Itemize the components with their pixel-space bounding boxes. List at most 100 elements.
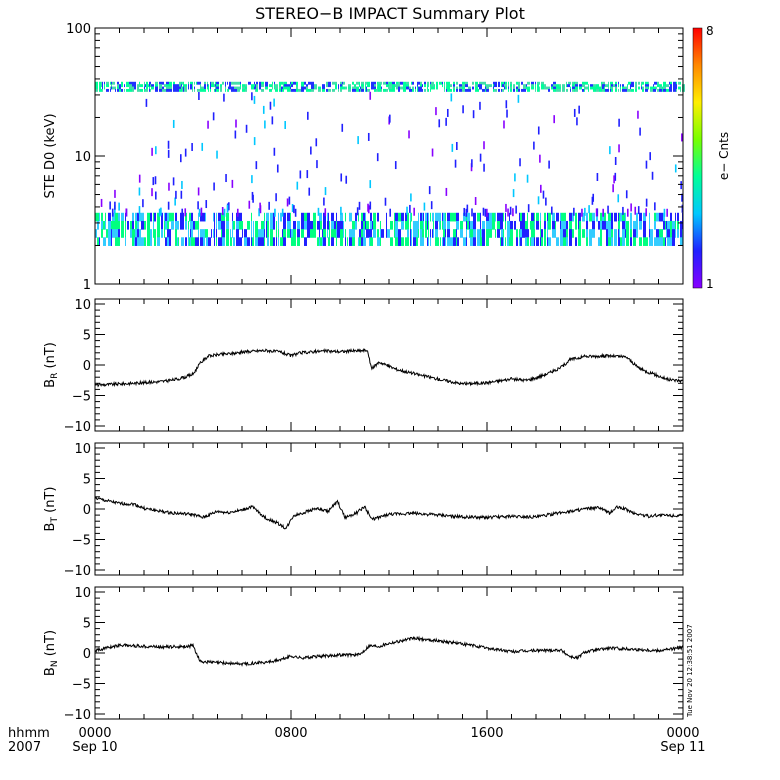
spectrogram-cell bbox=[435, 229, 438, 238]
spectrogram-cell bbox=[611, 212, 613, 222]
spectrogram-cell bbox=[676, 81, 677, 85]
spectrogram-cell bbox=[214, 229, 215, 238]
spectrogram-cell bbox=[622, 86, 624, 90]
spectrogram-cell bbox=[313, 220, 316, 230]
spectrogram-cell bbox=[489, 220, 492, 230]
spectrogram-cell bbox=[435, 237, 438, 246]
spectrogram-cell bbox=[539, 88, 540, 92]
spectrogram-cell bbox=[264, 120, 266, 129]
spectrogram-cell bbox=[673, 84, 676, 88]
spectrogram-cell bbox=[387, 229, 390, 238]
spectrogram-cell bbox=[146, 84, 148, 88]
spectrogram-cell bbox=[378, 81, 381, 85]
spectrogram-cell bbox=[367, 88, 370, 92]
spectrogram-cell bbox=[201, 86, 204, 90]
spectrogram-cell bbox=[520, 220, 522, 230]
spectrogram-cell bbox=[558, 84, 559, 88]
spectrogram-cell bbox=[220, 86, 222, 90]
spectrogram-cell bbox=[349, 212, 352, 222]
spectrogram-cell bbox=[310, 229, 313, 238]
spectrogram-cell bbox=[611, 86, 613, 90]
spectrogram-cell bbox=[576, 117, 578, 126]
spectrogram-cell bbox=[245, 88, 247, 92]
spectrogram-cell bbox=[648, 86, 649, 90]
spectrogram-cell bbox=[518, 86, 520, 90]
spectrogram-cell bbox=[447, 84, 450, 88]
br-tick-label: 0 bbox=[83, 359, 91, 374]
spectrogram-cell bbox=[541, 81, 544, 85]
spectrogram-cell bbox=[141, 237, 144, 246]
spectrogram-cell bbox=[374, 81, 376, 85]
spectrogram-cell bbox=[509, 212, 510, 222]
spectrogram-cell bbox=[135, 229, 137, 238]
spectrogram-cell bbox=[287, 212, 290, 222]
spectrogram-cell bbox=[645, 88, 648, 92]
spectrogram-cell bbox=[410, 237, 411, 246]
spectrogram-cell bbox=[141, 212, 144, 222]
spectrogram-cell bbox=[155, 191, 157, 200]
spectrogram-cell bbox=[434, 86, 435, 90]
spectrogram-cell bbox=[423, 202, 426, 211]
spectrogram-cell bbox=[283, 220, 286, 230]
spectrogram-cell bbox=[440, 237, 441, 246]
spectrogram-cell bbox=[121, 212, 124, 222]
spectrogram-cell bbox=[510, 84, 512, 88]
spectrogram-cell bbox=[282, 81, 283, 85]
spectrogram-cell bbox=[149, 81, 150, 85]
spectrogram-cell bbox=[236, 212, 239, 222]
spectrogram-cell bbox=[678, 86, 680, 90]
spectrogram-cell bbox=[192, 86, 193, 90]
spectrogram-cell bbox=[566, 237, 568, 246]
spectrogram-cell bbox=[401, 220, 404, 230]
spectrogram-cell bbox=[613, 84, 615, 88]
spectrogram-cell bbox=[282, 229, 283, 238]
spectrogram-cell bbox=[313, 229, 316, 238]
spectrogram-cell bbox=[171, 212, 174, 222]
spectrogram-cell bbox=[560, 212, 561, 222]
spectrogram-cell bbox=[601, 84, 602, 88]
spectrogram-cell bbox=[602, 84, 604, 88]
spectrogram-cell bbox=[489, 212, 492, 222]
spectrogram-cell bbox=[420, 229, 422, 238]
spectrogram-cell bbox=[473, 229, 476, 238]
spectrogram-cell bbox=[413, 229, 416, 238]
spectrogram-cell bbox=[275, 88, 278, 92]
spectrogram-cell bbox=[600, 229, 602, 238]
spectrogram-cell bbox=[203, 237, 205, 246]
spectrogram-cell bbox=[572, 88, 574, 92]
spectrogram-cell bbox=[338, 88, 339, 92]
spectrogram-cell bbox=[135, 212, 137, 222]
spectrogram-cell bbox=[323, 197, 325, 206]
spectrogram-cell bbox=[663, 86, 666, 90]
spectrogram-cell bbox=[509, 220, 510, 230]
spectrogram-cell bbox=[236, 229, 239, 238]
spectrogram-cell bbox=[648, 81, 649, 85]
spectrogram-cell bbox=[132, 237, 134, 246]
spectrogram-cell bbox=[553, 88, 556, 92]
spectrogram-cell bbox=[109, 201, 111, 210]
spectrogram-cell bbox=[227, 81, 228, 85]
spectrogram-cell bbox=[409, 88, 411, 92]
spectrogram-cell bbox=[369, 229, 370, 238]
spectrogram-cell bbox=[615, 84, 617, 88]
spectrogram-cell bbox=[674, 164, 677, 173]
spectrogram-cell bbox=[411, 88, 412, 92]
spectrogram-cell bbox=[526, 174, 529, 183]
spectrogram-cell bbox=[544, 86, 546, 90]
spectrogram-cell bbox=[389, 86, 392, 90]
spectrogram-cell bbox=[185, 237, 187, 246]
spectrogram-cell bbox=[358, 237, 359, 246]
spectrogram-cell bbox=[139, 237, 141, 246]
spectrogram-cell bbox=[593, 84, 596, 88]
spectrogram-cell bbox=[445, 187, 448, 196]
spectrogram-cell bbox=[586, 212, 588, 222]
spectrogram-cell bbox=[210, 84, 211, 88]
spectrogram-cell bbox=[230, 229, 231, 238]
spectrogram-cell bbox=[377, 86, 378, 90]
spectrogram-cell bbox=[151, 86, 154, 90]
spectrogram-cell bbox=[374, 88, 376, 92]
spectrogram-cell bbox=[211, 229, 212, 238]
spectrogram-cell bbox=[507, 229, 509, 238]
spectrogram-cell bbox=[444, 81, 445, 85]
spectrogram-cell bbox=[630, 203, 632, 212]
